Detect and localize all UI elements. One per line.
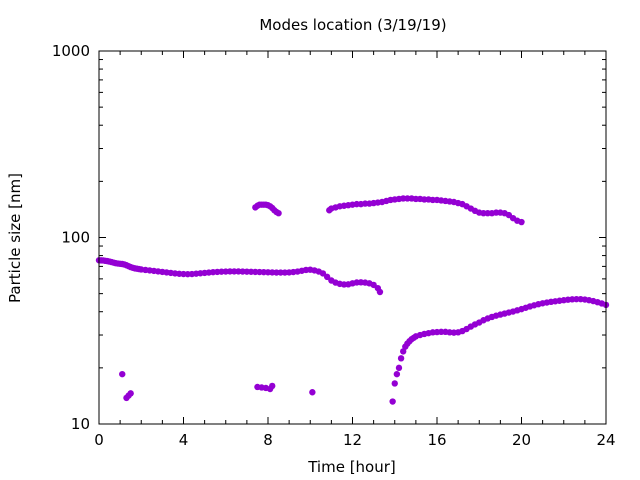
x-tick-label: 16	[427, 431, 446, 449]
chart-title: Modes location (3/19/19)	[259, 16, 446, 34]
data-point	[319, 270, 327, 277]
x-tick-label: 0	[94, 431, 104, 449]
axes: 0 4 8 12 16 20 24 10 100 1000	[52, 42, 616, 449]
data-point	[323, 273, 331, 281]
y-tick-label: 10	[71, 415, 90, 433]
data-point	[393, 370, 401, 378]
data-point	[400, 348, 407, 355]
data-point	[395, 364, 403, 372]
x-axis-label: Time [hour]	[307, 458, 396, 476]
plot-border	[98, 50, 607, 425]
data-point	[389, 398, 396, 405]
y-tick-label: 100	[61, 229, 90, 247]
x-tick-label: 8	[263, 431, 273, 449]
x-tick-label: 12	[343, 431, 362, 449]
x-tick-label: 4	[179, 431, 189, 449]
x-tick-label: 24	[596, 431, 615, 449]
y-tick-label: 1000	[52, 42, 90, 60]
y-axis-label: Particle size [nm]	[6, 173, 24, 303]
data-point	[376, 288, 384, 296]
data-point	[119, 370, 126, 378]
data-point	[518, 218, 525, 226]
data-points	[95, 195, 610, 405]
data-point	[127, 390, 134, 397]
data-point	[391, 380, 398, 387]
x-tick-label: 20	[512, 431, 531, 449]
data-point	[275, 209, 282, 217]
data-point	[269, 382, 276, 390]
data-point	[309, 389, 316, 396]
data-point	[397, 355, 405, 362]
